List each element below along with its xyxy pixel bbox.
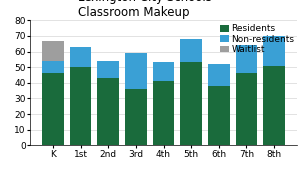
Bar (263, 66, 285, 145)
Bar (125, 53, 147, 89)
Bar (70, 67, 91, 145)
Bar (153, 81, 174, 145)
Bar (70, 47, 91, 67)
Bar (98, 61, 119, 78)
Text: Lexington City Schools
Classroom Makeup: Lexington City Schools Classroom Makeup (78, 0, 212, 19)
Bar (236, 45, 257, 73)
Bar (98, 78, 119, 145)
Bar (236, 73, 257, 145)
Bar (263, 36, 285, 66)
Bar (42, 73, 64, 145)
Bar (180, 63, 202, 145)
Bar (208, 64, 230, 86)
Bar (42, 41, 64, 61)
Bar (42, 61, 64, 73)
Bar (180, 39, 202, 63)
Bar (125, 89, 147, 145)
Bar (153, 63, 174, 81)
Legend: Residents, Non-residents, Waitlist: Residents, Non-residents, Waitlist (220, 23, 295, 55)
Bar (208, 86, 230, 145)
